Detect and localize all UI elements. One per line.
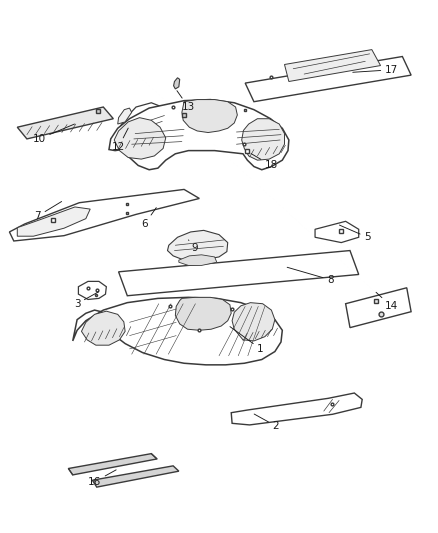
Text: 3: 3 <box>74 292 99 309</box>
Polygon shape <box>81 311 125 345</box>
Polygon shape <box>10 189 199 241</box>
Text: 16: 16 <box>88 470 116 487</box>
Polygon shape <box>182 100 237 133</box>
Text: 2: 2 <box>254 414 279 431</box>
Polygon shape <box>231 393 362 425</box>
Text: 10: 10 <box>32 124 74 144</box>
Text: 17: 17 <box>353 65 398 75</box>
Polygon shape <box>285 50 381 82</box>
Polygon shape <box>346 288 411 328</box>
Text: 14: 14 <box>376 292 398 311</box>
Polygon shape <box>245 56 411 102</box>
Text: 6: 6 <box>141 208 156 229</box>
Text: 18: 18 <box>251 154 278 171</box>
Text: 9: 9 <box>188 240 198 253</box>
Text: 13: 13 <box>177 91 195 112</box>
Polygon shape <box>68 454 157 475</box>
Polygon shape <box>232 303 275 341</box>
Polygon shape <box>118 108 132 124</box>
Text: 5: 5 <box>339 225 371 243</box>
Polygon shape <box>114 118 166 159</box>
Polygon shape <box>119 251 359 296</box>
Text: 1: 1 <box>230 327 264 354</box>
Text: 8: 8 <box>287 267 334 285</box>
Polygon shape <box>179 255 217 265</box>
Text: 12: 12 <box>112 128 128 152</box>
Polygon shape <box>17 207 90 236</box>
Polygon shape <box>175 297 231 330</box>
Polygon shape <box>167 230 228 260</box>
Polygon shape <box>315 221 359 243</box>
Polygon shape <box>121 103 171 138</box>
Polygon shape <box>73 297 283 365</box>
Polygon shape <box>173 78 180 89</box>
Polygon shape <box>109 100 289 169</box>
Text: 7: 7 <box>35 201 62 221</box>
Polygon shape <box>78 281 106 300</box>
Polygon shape <box>17 107 113 139</box>
Polygon shape <box>92 466 179 487</box>
Polygon shape <box>242 119 285 160</box>
